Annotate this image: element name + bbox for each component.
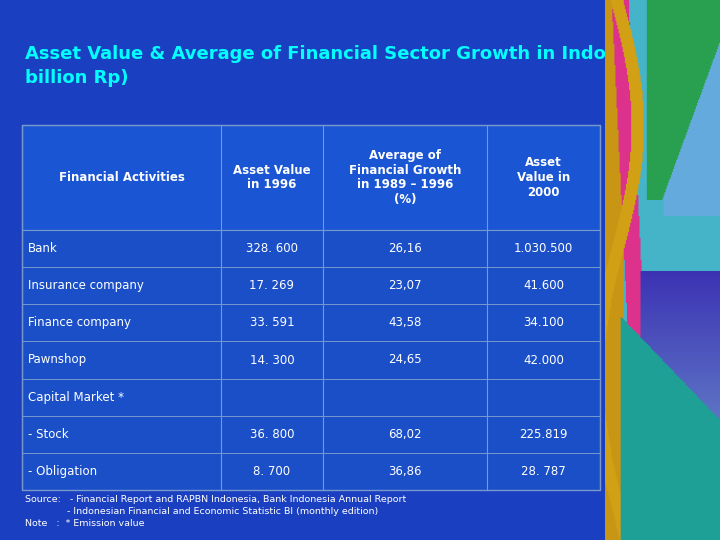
Text: 225.819: 225.819 (519, 428, 568, 441)
Text: Pawnshop: Pawnshop (28, 354, 87, 367)
Text: 8. 700: 8. 700 (253, 465, 291, 478)
Text: Asset
Value in
2000: Asset Value in 2000 (517, 156, 570, 199)
Bar (22, 304, 600, 341)
Text: Bank: Bank (28, 242, 58, 255)
Text: 33. 591: 33. 591 (250, 316, 294, 329)
Bar (22, 416, 600, 453)
Text: Capital Market *: Capital Market * (28, 390, 124, 403)
Bar (22, 125, 600, 230)
Bar (22, 453, 600, 490)
Text: 1.030.500: 1.030.500 (514, 242, 573, 255)
Text: 68,02: 68,02 (388, 428, 422, 441)
Text: 28. 787: 28. 787 (521, 465, 566, 478)
Text: 34.100: 34.100 (523, 316, 564, 329)
Text: Note   :  * Emission value: Note : * Emission value (25, 519, 145, 528)
Text: Average of
Financial Growth
in 1989 – 1996
(%): Average of Financial Growth in 1989 – 19… (348, 148, 461, 206)
Text: 24,65: 24,65 (388, 354, 422, 367)
Bar (22, 125, 600, 490)
Text: Finance company: Finance company (28, 316, 131, 329)
Bar (22, 267, 600, 304)
Text: 43,58: 43,58 (388, 316, 422, 329)
Text: - Stock: - Stock (28, 428, 68, 441)
Bar (22, 230, 600, 267)
Text: Asset Value
in 1996: Asset Value in 1996 (233, 164, 311, 192)
Bar (22, 341, 600, 379)
Text: Insurance company: Insurance company (28, 279, 144, 292)
Text: 17. 269: 17. 269 (250, 279, 294, 292)
Text: Asset Value & Average of Financial Sector Growth in Indonesia (in
billion Rp): Asset Value & Average of Financial Secto… (25, 45, 693, 86)
Text: - Indonesian Financial and Economic Statistic BI (monthly edition): - Indonesian Financial and Economic Stat… (25, 507, 378, 516)
Text: 41.600: 41.600 (523, 279, 564, 292)
Text: 36,86: 36,86 (388, 465, 422, 478)
Text: Source:   - Financial Report and RAPBN Indonesia, Bank Indonesia Annual Report: Source: - Financial Report and RAPBN Ind… (25, 495, 406, 504)
Bar (610, 0, 720, 540)
Text: 36. 800: 36. 800 (250, 428, 294, 441)
Text: 26,16: 26,16 (388, 242, 422, 255)
Text: 23,07: 23,07 (388, 279, 422, 292)
Text: Financial Activities: Financial Activities (59, 171, 184, 184)
Text: 42.000: 42.000 (523, 354, 564, 367)
Text: - Obligation: - Obligation (28, 465, 97, 478)
Text: 328. 600: 328. 600 (246, 242, 298, 255)
Text: 14. 300: 14. 300 (250, 354, 294, 367)
Bar (22, 379, 600, 416)
